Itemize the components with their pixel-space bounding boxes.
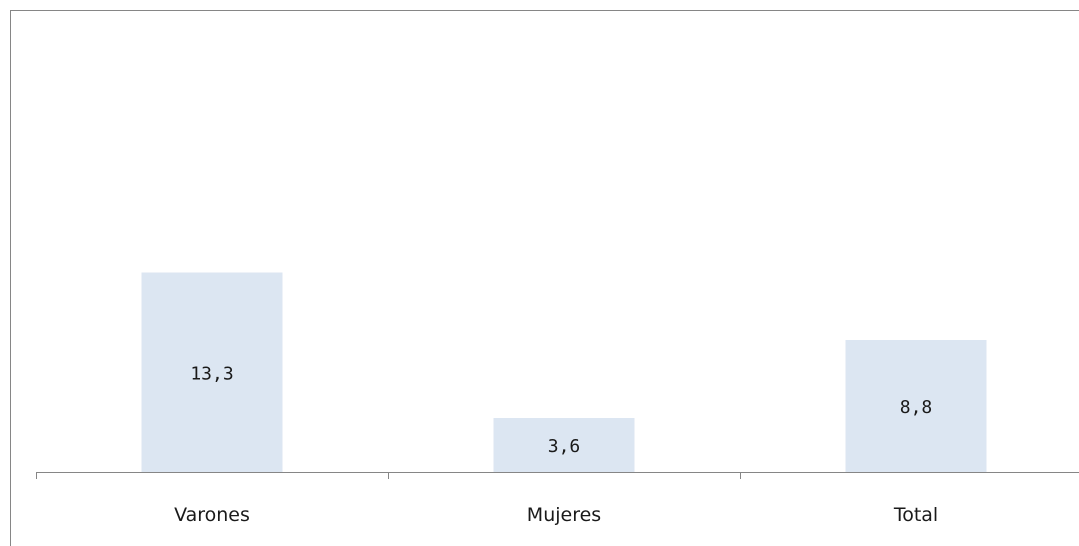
category-label-mujeres: Mujeres bbox=[527, 504, 601, 526]
data-label-varones: 13,3 bbox=[190, 363, 233, 384]
bar-total bbox=[845, 340, 987, 472]
bars-layer bbox=[141, 272, 987, 472]
category-label-varones: Varones bbox=[174, 504, 250, 526]
category-label-total: Total bbox=[893, 504, 938, 526]
plot-frame bbox=[10, 10, 1079, 546]
bar-mujeres bbox=[493, 418, 635, 472]
data-label-mujeres: 3,6 bbox=[548, 436, 581, 457]
bar-varones bbox=[141, 272, 283, 472]
x-axis bbox=[36, 472, 1079, 479]
data-label-total: 8,8 bbox=[900, 397, 933, 418]
labels-layer: 13,3 Varones 3,6 Mujeres 8,8 Total bbox=[174, 363, 938, 526]
